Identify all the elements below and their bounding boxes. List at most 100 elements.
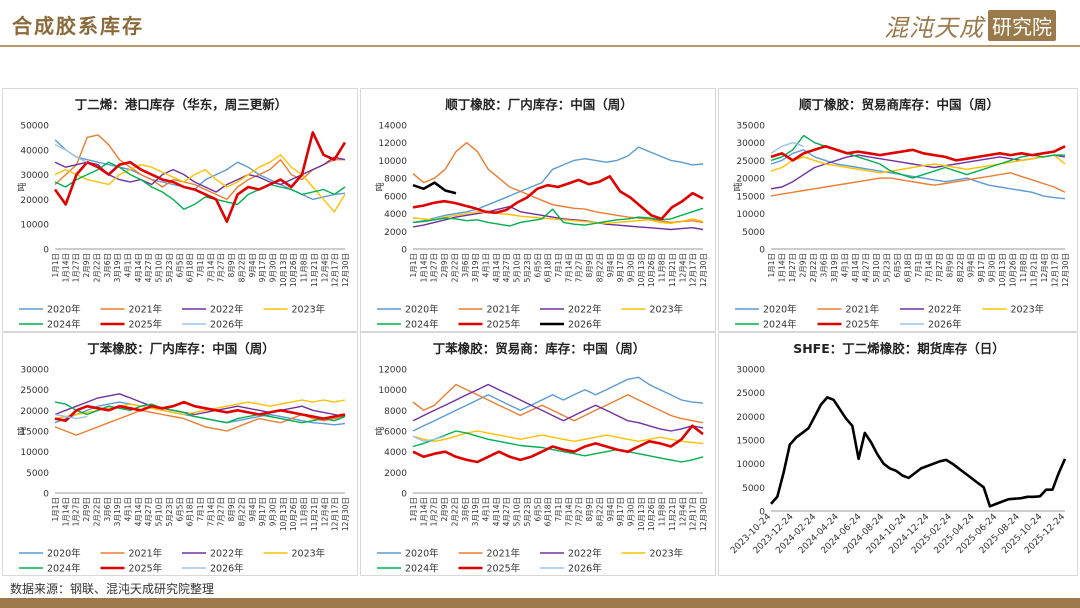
data-source-note: 数据来源：钢联、混沌天成研究院整理: [10, 582, 215, 596]
legend-item: 2026年: [540, 319, 602, 331]
y-tick-label: 20000: [20, 407, 49, 417]
x-tick-label: 10月13日: [279, 253, 288, 287]
x-tick-label: 2月9日: [440, 497, 449, 522]
y-axis-label: 吨: [16, 182, 28, 191]
x-tick-label: 7月27日: [575, 253, 584, 282]
legend-item: 2022年: [900, 304, 962, 316]
x-tick-label: 7月1日: [196, 497, 205, 522]
y-tick-label: 0: [759, 246, 765, 256]
chart-panel-3: 顺丁橡胶：贸易商库存：中国（周） 35000 30000 25000 20000 1500…: [718, 88, 1078, 332]
x-tick-label: 8月22日: [237, 253, 246, 282]
y-tick-label: 4000: [384, 210, 407, 220]
y-tick-label: 6000: [384, 192, 407, 202]
legend-label: 2024年: [763, 319, 797, 331]
chart-br-factory-inventory: 顺丁橡胶：厂内库存：中国（周） 14000 12000 10000 8000 6000 40…: [374, 97, 708, 331]
y-tick-label: 15000: [736, 437, 765, 447]
series-line-2023年: [770, 154, 1066, 174]
legend-item: 2023年: [982, 304, 1045, 316]
legend-label: 2022年: [568, 548, 602, 560]
x-tick-label: 7月14日: [925, 253, 934, 282]
x-tick-label: 9月30日: [269, 253, 278, 282]
x-tick-label: 4月1日: [841, 253, 850, 278]
chart-sbr-factory-inventory: 丁苯橡胶：厂内库存：中国（周） 30000 25000 20000 15000 10000…: [16, 341, 350, 575]
legend-item: 2021年: [458, 304, 521, 316]
x-tick-label: 3月19日: [471, 253, 480, 282]
page-header: 合成胶系库存 混沌天成 研究院: [0, 0, 1080, 47]
legend-label: 2020年: [47, 304, 81, 316]
x-tick-label: 11月21日: [1030, 253, 1039, 287]
x-tick-label: 10月26日: [1009, 253, 1018, 287]
x-tick-label: 9月4日: [248, 253, 257, 278]
x-tick-label: 8月9日: [946, 253, 955, 278]
legend-item: 2026年: [182, 563, 244, 575]
x-tick-label: 10月26日: [647, 497, 656, 531]
x-tick-label: 7月1日: [914, 253, 923, 278]
x-tick-label: 1月27日: [788, 253, 797, 282]
legend-item: 2025年: [458, 319, 521, 331]
series-line-2021年: [412, 142, 704, 224]
y-tick-label: 12000: [378, 139, 407, 149]
x-tick-label: 8月22日: [595, 253, 604, 282]
legend-label: 2023年: [1011, 304, 1045, 316]
legend-item: 2026年: [900, 319, 962, 331]
x-tick-label: 6月18日: [186, 253, 195, 282]
y-axis-label: 吨: [374, 426, 386, 435]
x-tick-label: 10月13日: [637, 497, 646, 531]
legend-label: 2024年: [405, 563, 439, 575]
y-tick-label: 30000: [20, 171, 49, 181]
x-tick-label: 11月8日: [300, 497, 309, 526]
x-tick-label: 3月19日: [113, 253, 122, 282]
series-line-2023年: [54, 154, 346, 213]
x-tick-label: 6月18日: [186, 497, 195, 526]
x-tick-label: 4月14日: [492, 497, 501, 526]
y-axis-label: 吨: [374, 182, 386, 191]
x-tick-label: 1月1日: [409, 497, 418, 522]
series-line-2026年: [54, 413, 88, 420]
series-line-2022年: [54, 393, 346, 418]
x-tick-label: 7月1日: [554, 497, 563, 522]
y-tick-label: 10000: [378, 386, 407, 396]
y-tick-label: 25000: [736, 389, 765, 399]
x-tick-label: 7月1日: [196, 253, 205, 278]
x-tick-label: 4月1日: [482, 253, 491, 278]
x-tick-label: 8月9日: [585, 253, 594, 278]
y-tick-label: 35000: [736, 122, 765, 132]
legend-item: 2022年: [182, 548, 244, 560]
x-tick-label: 3月6日: [461, 497, 470, 522]
x-tick-label: 6月5日: [175, 253, 184, 278]
legend-item: 2022年: [182, 304, 244, 316]
y-tick-label: 8000: [384, 407, 407, 417]
x-tick-label: 11月8日: [1019, 253, 1028, 282]
x-tick-label: 9月4日: [606, 253, 615, 278]
legend-item: 2022年: [540, 548, 602, 560]
x-tick-label: 12月30日: [1061, 253, 1070, 287]
x-tick-label: 6月5日: [533, 497, 542, 522]
x-tick-label: 1月27日: [430, 253, 439, 282]
x-tick-label: 3月19日: [830, 253, 839, 282]
y-tick-label: 5000: [742, 228, 765, 238]
x-tick-label: 6月18日: [544, 497, 553, 526]
x-tick-label: 10月26日: [647, 253, 656, 287]
series-line-2026年: [54, 144, 88, 163]
x-tick-label: 4月14日: [851, 253, 860, 282]
logo-box: 研究院: [988, 10, 1056, 41]
y-tick-label: 0: [43, 246, 49, 256]
x-tick-label: 10月26日: [289, 497, 298, 531]
x-tick-label: 12月17日: [1051, 253, 1060, 287]
legend-label: 2020年: [47, 548, 81, 560]
x-tick-label: 12月17日: [689, 497, 698, 531]
legend-label: 2023年: [650, 548, 684, 560]
series-line-2023年: [412, 430, 704, 445]
y-tick-label: 8000: [384, 175, 407, 185]
x-tick-label: 10月13日: [637, 253, 646, 287]
x-tick-label: 9月17日: [616, 253, 625, 282]
x-tick-label: 9月17日: [977, 253, 986, 282]
x-tick-label: 6月5日: [175, 497, 184, 522]
x-tick-label: 1月1日: [51, 253, 60, 278]
x-tick-label: 2月9日: [82, 497, 91, 522]
chart-panel-4: 丁苯橡胶：厂内库存：中国（周） 30000 25000 20000 15000 10000…: [2, 332, 358, 576]
chart-title: 丁苯橡胶：贸易商：库存：中国（周）: [433, 341, 646, 356]
x-tick-label: 1月27日: [72, 497, 81, 526]
x-tick-label: 9月4日: [606, 497, 615, 522]
x-tick-label: 3月6日: [461, 253, 470, 278]
